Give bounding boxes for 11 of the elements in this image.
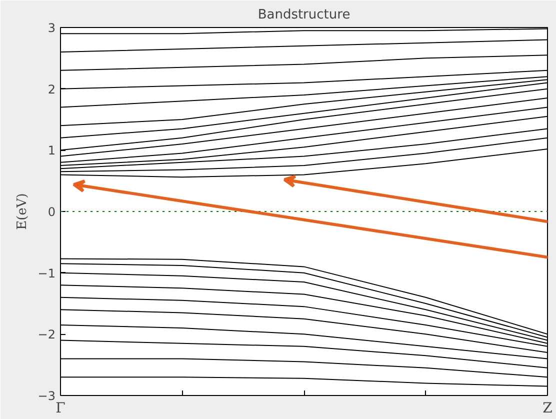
y-tick-label: −3 — [38, 389, 56, 403]
y-tick-label: −2 — [38, 328, 56, 342]
x-tick-label: Γ — [56, 400, 66, 416]
x-tick-label: Z — [542, 400, 553, 416]
y-tick-label: −1 — [38, 266, 56, 280]
y-tick-label: 2 — [48, 82, 56, 96]
chart-title: Bandstructure — [258, 8, 350, 22]
y-tick-label: 1 — [48, 144, 56, 158]
y-axis-title: E(eV) — [14, 193, 30, 230]
y-tick-label: 3 — [48, 21, 56, 35]
y-tick-label: 0 — [48, 205, 56, 219]
